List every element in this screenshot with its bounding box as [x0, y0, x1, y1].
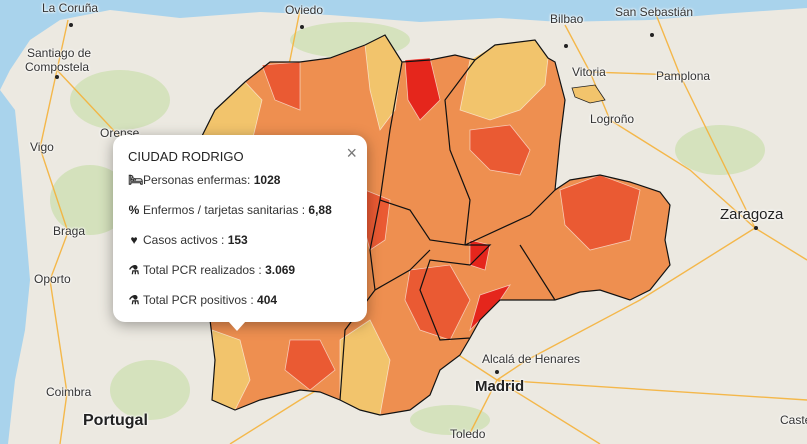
row-value: 6,88	[308, 203, 332, 217]
green-areas	[50, 22, 765, 435]
row-label: Total PCR realizados :	[143, 263, 266, 277]
row-label: Personas enfermas:	[143, 173, 254, 187]
close-icon[interactable]: ×	[346, 143, 357, 163]
region-high-sw	[284, 339, 336, 391]
city-label: La Coruña	[42, 1, 99, 15]
popup-row-pcr-positivos: ⚗ Total PCR positivos : 404	[128, 293, 277, 307]
city-label: Vigo	[30, 140, 54, 154]
row-value: 153	[227, 233, 248, 247]
info-popup: CIUDAD RODRIGO × 🛏Personas enfermas: 102…	[113, 135, 367, 322]
city-label: Portugal	[83, 412, 148, 429]
city-label: Alcalá de Henares	[482, 352, 581, 366]
popup-row-enfermos-tarjetas: % Enfermos / tarjetas sanitarias : 6,88	[128, 203, 332, 217]
city-label: Logroño	[590, 112, 635, 126]
city-label: Braga	[53, 224, 86, 238]
popup-row-casos-activos: ♥ Casos activos : 153	[128, 233, 248, 247]
city-label: Oporto	[34, 272, 71, 286]
city-label: Oviedo	[285, 3, 324, 17]
roads	[39, 9, 807, 444]
city-label: San Sebastián	[615, 5, 694, 19]
row-value: 3.069	[265, 263, 296, 277]
city-dot	[69, 23, 73, 27]
province-borders	[194, 34, 671, 416]
row-value: 404	[257, 293, 278, 307]
row-value: 1028	[253, 173, 281, 187]
flask-icon: ⚗	[128, 263, 140, 277]
popup-title: CIUDAD RODRIGO	[128, 149, 244, 164]
city-label: Vitoria	[572, 65, 606, 79]
bed-icon: 🛏	[128, 173, 144, 187]
navarra-patch	[571, 84, 606, 104]
city-label: Caste	[780, 413, 807, 427]
heartbeat-icon: ♥	[130, 233, 138, 247]
popup-row-personas-enfermas: 🛏Personas enfermas: 1028	[128, 173, 280, 187]
popup-tip	[228, 321, 246, 331]
city-dot	[564, 44, 568, 48]
city-dot	[55, 75, 59, 79]
sea-north	[0, 0, 807, 90]
flask-icon: ⚗	[128, 293, 140, 307]
sea-west	[0, 90, 30, 444]
city-label: Compostela	[25, 60, 90, 74]
region-high-nw	[261, 61, 301, 111]
row-label: Total PCR positivos :	[143, 293, 258, 307]
city-dot	[300, 25, 304, 29]
city-label: Santiago de	[27, 46, 92, 60]
city-label: Pamplona	[656, 69, 711, 83]
region-high-avila	[404, 264, 471, 341]
city-label: Bilbao	[550, 12, 584, 26]
city-dot	[754, 226, 758, 230]
row-label: Enfermos / tarjetas sanitarias :	[143, 203, 309, 217]
city-label: Toledo	[450, 427, 486, 441]
city-label: Madrid	[475, 378, 525, 395]
city-label: Coimbra	[46, 385, 92, 399]
city-dot	[650, 33, 654, 37]
city-label: Zaragoza	[720, 206, 784, 223]
percent-icon: %	[128, 203, 140, 217]
popup-row-pcr-realizados: ⚗ Total PCR realizados : 3.069	[128, 263, 295, 277]
row-label: Casos activos :	[143, 233, 228, 247]
city-dot	[495, 370, 499, 374]
region-high-burgos	[469, 124, 531, 176]
region-max-north	[404, 57, 441, 121]
